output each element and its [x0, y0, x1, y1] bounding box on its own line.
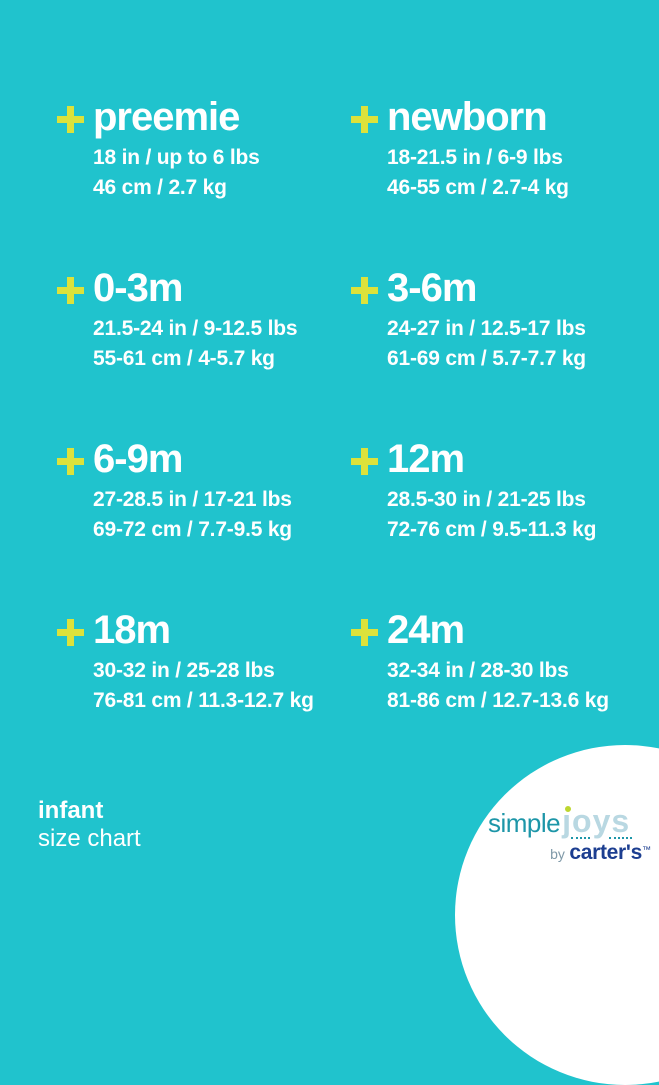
- size-entry-3-6m: 3-6m 24-27 in / 12.5-17 lbs 61-69 cm / 5…: [351, 265, 645, 436]
- dotted-underline-icon: [609, 837, 633, 839]
- footer-subtitle: size chart: [38, 825, 141, 852]
- logo-word-by: by: [550, 846, 565, 862]
- size-entry-18m: 18m 30-32 in / 25-28 lbs 76-81 cm / 11.3…: [57, 607, 351, 778]
- plus-icon: [57, 277, 84, 304]
- size-entry-6-9m: 6-9m 27-28.5 in / 17-21 lbs 69-72 cm / 7…: [57, 436, 351, 607]
- size-metric: 46 cm / 2.7 kg: [93, 176, 227, 199]
- plus-icon: [57, 106, 84, 133]
- size-imperial: 27-28.5 in / 17-21 lbs: [93, 488, 292, 511]
- size-metric: 76-81 cm / 11.3-12.7 kg: [93, 689, 314, 712]
- size-entry-12m: 12m 28.5-30 in / 21-25 lbs 72-76 cm / 9.…: [351, 436, 645, 607]
- plus-icon: [351, 277, 378, 304]
- plus-icon: [351, 106, 378, 133]
- size-imperial: 24-27 in / 12.5-17 lbs: [387, 317, 586, 340]
- trademark-symbol: ™: [642, 844, 651, 855]
- size-entry-24m: 24m 32-34 in / 28-30 lbs 81-86 cm / 12.7…: [351, 607, 645, 778]
- size-imperial: 21.5-24 in / 9-12.5 lbs: [93, 317, 298, 340]
- brand-logo: simple joys by carter's™: [488, 803, 653, 865]
- size-label: 12m: [387, 437, 465, 481]
- logo-word-simple: simple: [488, 808, 561, 838]
- plus-icon: [351, 619, 378, 646]
- size-metric: 81-86 cm / 12.7-13.6 kg: [387, 689, 609, 712]
- size-metric: 55-61 cm / 4-5.7 kg: [93, 347, 275, 370]
- size-metric: 46-55 cm / 2.7-4 kg: [387, 176, 569, 199]
- logo-word-carters: carter's: [569, 841, 642, 864]
- size-label: preemie: [93, 95, 240, 139]
- size-label: 18m: [93, 608, 171, 652]
- plus-icon: [351, 448, 378, 475]
- size-imperial: 18 in / up to 6 lbs: [93, 146, 260, 169]
- chart-footer: infant size chart: [38, 797, 141, 853]
- size-label: 6-9m: [93, 437, 183, 481]
- logo-circle: [455, 745, 659, 1085]
- size-entry-preemie: preemie 18 in / up to 6 lbs 46 cm / 2.7 …: [57, 94, 351, 265]
- size-imperial: 32-34 in / 28-30 lbs: [387, 659, 569, 682]
- size-label: 24m: [387, 608, 465, 652]
- joys-dot-icon: [563, 804, 574, 814]
- size-label: 0-3m: [93, 266, 183, 310]
- logo-line2: by carter's™: [488, 841, 653, 865]
- size-metric: 69-72 cm / 7.7-9.5 kg: [93, 518, 292, 541]
- size-label: 3-6m: [387, 266, 477, 310]
- dotted-underline-icon: [571, 837, 591, 839]
- plus-icon: [57, 448, 84, 475]
- size-metric: 72-76 cm / 9.5-11.3 kg: [387, 518, 597, 541]
- footer-category: infant: [38, 797, 104, 824]
- size-imperial: 18-21.5 in / 6-9 lbs: [387, 146, 563, 169]
- size-imperial: 28.5-30 in / 21-25 lbs: [387, 488, 586, 511]
- logo-word-joys: joys: [562, 803, 633, 839]
- size-chart-grid: preemie 18 in / up to 6 lbs 46 cm / 2.7 …: [57, 94, 645, 778]
- logo-line1: simple joys: [488, 803, 653, 840]
- size-label: newborn: [387, 95, 548, 139]
- plus-icon: [57, 619, 84, 646]
- size-entry-0-3m: 0-3m 21.5-24 in / 9-12.5 lbs 55-61 cm / …: [57, 265, 351, 436]
- size-entry-newborn: newborn 18-21.5 in / 6-9 lbs 46-55 cm / …: [351, 94, 645, 265]
- size-imperial: 30-32 in / 25-28 lbs: [93, 659, 275, 682]
- size-metric: 61-69 cm / 5.7-7.7 kg: [387, 347, 586, 370]
